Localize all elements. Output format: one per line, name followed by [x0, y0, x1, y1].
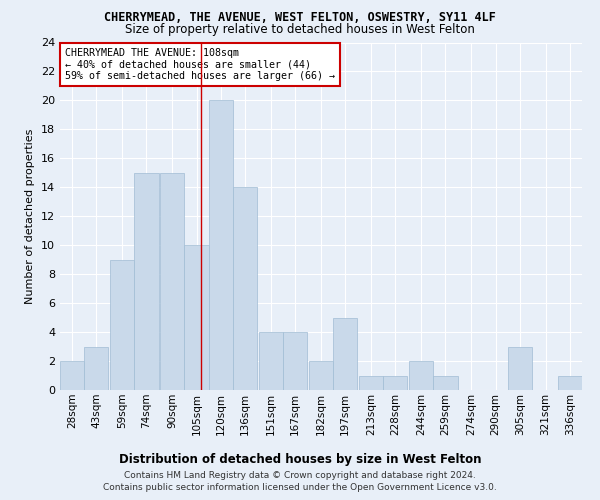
- Bar: [134, 173, 158, 390]
- Y-axis label: Number of detached properties: Number of detached properties: [25, 128, 35, 304]
- Text: CHERRYMEAD THE AVENUE: 108sqm
← 40% of detached houses are smaller (44)
59% of s: CHERRYMEAD THE AVENUE: 108sqm ← 40% of d…: [65, 48, 335, 81]
- Bar: [333, 318, 358, 390]
- Bar: [359, 376, 383, 390]
- Text: Contains public sector information licensed under the Open Government Licence v3: Contains public sector information licen…: [103, 484, 497, 492]
- Bar: [110, 260, 134, 390]
- Text: CHERRYMEAD, THE AVENUE, WEST FELTON, OSWESTRY, SY11 4LF: CHERRYMEAD, THE AVENUE, WEST FELTON, OSW…: [104, 11, 496, 24]
- Bar: [309, 361, 333, 390]
- Bar: [433, 376, 458, 390]
- Bar: [233, 188, 257, 390]
- Text: Size of property relative to detached houses in West Felton: Size of property relative to detached ho…: [125, 22, 475, 36]
- Text: Distribution of detached houses by size in West Felton: Distribution of detached houses by size …: [119, 452, 481, 466]
- Bar: [409, 361, 433, 390]
- Text: Contains HM Land Registry data © Crown copyright and database right 2024.: Contains HM Land Registry data © Crown c…: [124, 471, 476, 480]
- Bar: [383, 376, 407, 390]
- Bar: [60, 361, 84, 390]
- Bar: [160, 173, 184, 390]
- Bar: [283, 332, 307, 390]
- Bar: [209, 100, 233, 390]
- Bar: [184, 245, 209, 390]
- Bar: [558, 376, 582, 390]
- Bar: [84, 346, 109, 390]
- Bar: [259, 332, 283, 390]
- Bar: [508, 346, 532, 390]
